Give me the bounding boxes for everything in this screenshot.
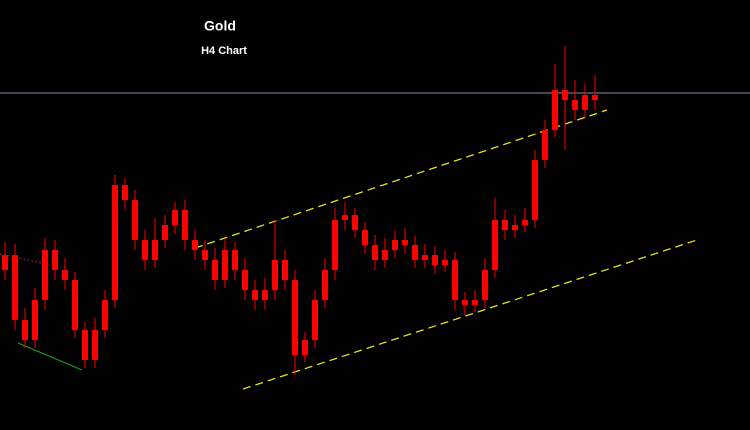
candle-body	[162, 225, 168, 240]
candle-body	[482, 270, 488, 300]
candle-body	[72, 280, 78, 330]
candle-body	[472, 300, 478, 305]
candle-body	[572, 100, 578, 110]
candle-body	[322, 270, 328, 300]
candle-body	[122, 185, 128, 200]
candle-body	[242, 270, 248, 290]
candle-body	[382, 250, 388, 260]
candle-body	[432, 255, 438, 265]
candle-body	[262, 290, 268, 300]
candle-body	[292, 280, 298, 355]
candle-body	[442, 260, 448, 265]
candle-body	[42, 250, 48, 300]
candle-body	[142, 240, 148, 260]
candle-body	[32, 300, 38, 340]
candle-body	[492, 220, 498, 270]
candle-body	[62, 270, 68, 280]
candle-body	[202, 250, 208, 260]
candle-body	[252, 290, 258, 300]
candle-body	[532, 160, 538, 220]
candle-body	[352, 215, 358, 230]
candle-body	[392, 240, 398, 250]
candle-body	[582, 95, 588, 110]
chart-subtitle: H4 Chart	[201, 45, 247, 57]
candle-body	[112, 185, 118, 300]
candle-body	[462, 300, 468, 305]
chart-title: Gold	[204, 18, 236, 34]
candle-body	[372, 245, 378, 260]
candle-body	[232, 250, 238, 270]
candle-body	[2, 255, 8, 270]
candle-body	[172, 210, 178, 225]
candle-body	[332, 220, 338, 270]
candle-body	[402, 240, 408, 245]
candle-body	[452, 260, 458, 300]
candle-body	[512, 225, 518, 230]
candle-body	[362, 230, 368, 245]
candle-body	[22, 320, 28, 340]
candle-body	[212, 260, 218, 280]
candle-body	[182, 210, 188, 240]
candle-body	[342, 215, 348, 220]
candle-body	[92, 330, 98, 360]
candle-body	[552, 90, 558, 130]
candle-body	[522, 220, 528, 225]
candle-body	[282, 260, 288, 280]
channel-upper	[194, 109, 608, 249]
candle-body	[222, 250, 228, 280]
channel-lower	[242, 238, 701, 390]
candle-body	[152, 240, 158, 260]
candle-body	[412, 245, 418, 260]
candle-body	[312, 300, 318, 340]
candle-body	[82, 330, 88, 360]
candle-body	[52, 250, 58, 270]
candle-body	[272, 260, 278, 290]
candle-body	[592, 95, 598, 100]
candle-body	[102, 300, 108, 330]
trend-line	[0, 253, 43, 264]
trend-line	[17, 342, 83, 371]
candle-body	[562, 90, 568, 100]
candle-body	[12, 255, 18, 320]
candle-body	[422, 255, 428, 260]
candle-body	[192, 240, 198, 250]
candle-body	[542, 130, 548, 160]
candle-body	[502, 220, 508, 230]
candle-body	[302, 340, 308, 355]
candle-body	[132, 200, 138, 240]
